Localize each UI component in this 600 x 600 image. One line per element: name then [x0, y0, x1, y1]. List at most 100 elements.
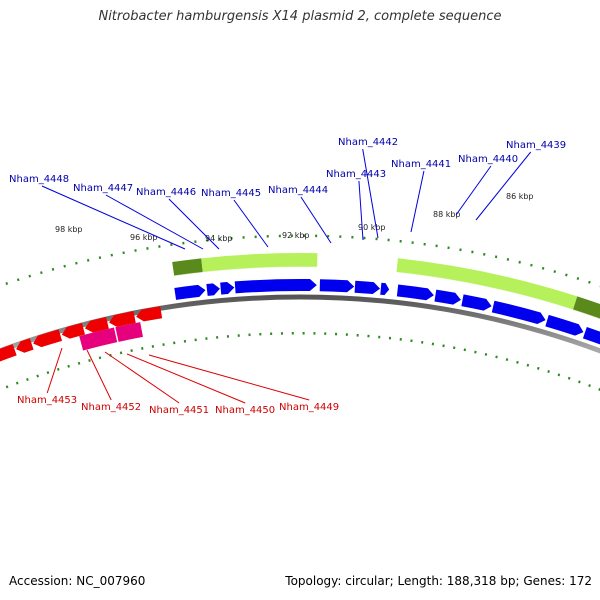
tick-mark: [26, 377, 29, 381]
gene-label-forward: Nham_4443: [326, 169, 386, 180]
kbp-label: 86 kbp: [506, 192, 534, 201]
cds-arrow-reverse: [16, 338, 34, 353]
cds-arrow-reverse: [33, 329, 63, 348]
cds-arrow-reverse: [84, 317, 109, 333]
feature-band: [115, 322, 143, 342]
cds-arrow-reverse: [136, 306, 163, 322]
cds-arrow-forward: [461, 294, 492, 311]
cds-arrow-reverse: [108, 311, 136, 327]
cds-arrow-reverse: [0, 344, 17, 362]
leader-line-forward: [410, 170, 425, 233]
reverse-gene-track: [0, 306, 163, 362]
gene-label-leaders: [41, 148, 532, 404]
cds-arrow-forward: [220, 282, 235, 295]
gene-label-forward: Nham_4448: [9, 174, 69, 185]
gene-label-forward: Nham_4441: [391, 159, 451, 170]
tick-mark: [495, 355, 498, 359]
gene-label-reverse: Nham_4453: [17, 395, 77, 406]
tick-mark: [40, 271, 43, 275]
tick-mark: [28, 274, 32, 278]
kbp-label: 90 kbp: [358, 223, 386, 232]
tick-mark: [119, 351, 123, 355]
tick-mark: [553, 270, 557, 274]
tick-mark: [86, 258, 90, 262]
tick-mark: [518, 260, 521, 264]
inner-tick-ring: [5, 332, 600, 391]
gene-label-forward: Nham_4439: [506, 140, 566, 151]
tick-mark: [75, 261, 78, 265]
gene-label-reverse: Nham_4451: [149, 405, 209, 416]
tick-mark: [51, 267, 55, 271]
leader-line-forward: [475, 151, 532, 221]
feature-band: [172, 258, 203, 276]
outer-tick-ring: [5, 234, 600, 288]
leader-line-forward: [41, 185, 186, 250]
topology-text: Topology: circular; Length: 188,318 bp; …: [285, 574, 592, 588]
cds-arrow-forward: [380, 282, 390, 296]
plasmid-backbone: [0, 294, 600, 354]
feature-highlight: [174, 266, 318, 278]
feature-band: [79, 327, 118, 351]
cds-arrow-forward: [491, 300, 546, 325]
kbp-label: 94 kbp: [205, 234, 233, 243]
backbone-arc: [0, 294, 600, 354]
tick-mark: [505, 358, 509, 362]
leader-line-reverse: [148, 354, 310, 401]
tick-mark: [98, 256, 102, 260]
tick-mark: [530, 263, 533, 267]
leader-line-reverse: [86, 349, 112, 401]
tick-mark: [110, 253, 114, 257]
gene-label-forward: Nham_4447: [73, 183, 133, 194]
feature-band: [201, 253, 318, 273]
tick-mark: [526, 363, 530, 367]
cds-arrow-reverse: [61, 322, 85, 339]
gene-label-forward: Nham_4440: [458, 154, 518, 165]
tick-mark: [5, 282, 9, 286]
gene-label-forward: Nham_4442: [338, 137, 398, 148]
tick-mark: [484, 352, 488, 356]
gene-label-reverse: Nham_4450: [215, 405, 275, 416]
forward-gene-track: [174, 279, 600, 345]
feature-track: [79, 253, 600, 351]
gene-label-forward: Nham_4446: [136, 187, 196, 198]
gene-label-forward: Nham_4445: [201, 188, 261, 199]
tick-mark: [67, 364, 70, 368]
accession-text: Accession: NC_007960: [9, 574, 146, 588]
tick-mark: [565, 273, 568, 277]
tick-mark: [98, 356, 102, 360]
cds-arrow-forward: [319, 279, 355, 293]
kbp-label: 98 kbp: [55, 225, 83, 234]
leader-line-forward: [168, 198, 220, 250]
tick-mark: [77, 361, 81, 365]
tick-mark: [5, 385, 9, 389]
cds-arrow-forward: [174, 284, 206, 300]
leader-line-forward: [233, 199, 269, 248]
cds-arrow-forward: [354, 280, 381, 295]
cds-arrow-forward: [396, 284, 434, 301]
gene-label-reverse: Nham_4452: [81, 402, 141, 413]
tick-mark: [506, 257, 510, 261]
tick-mark: [541, 266, 545, 270]
cds-arrow-forward: [206, 283, 220, 296]
tick-mark: [36, 374, 40, 378]
tick-mark: [536, 366, 540, 370]
tick-mark: [547, 370, 550, 374]
cds-arrow-forward: [234, 279, 317, 294]
feature-band: [572, 296, 600, 319]
gene-labels: Nham_4448 Nham_4447 Nham_4446 Nham_4445 Nham…: [9, 137, 566, 416]
leader-line-forward: [455, 165, 492, 216]
kbp-scale-labels: 98 kbp 96 kbp 94 kbp 92 kbp 90 kbp 88 kbp 86 k…: [55, 192, 534, 243]
leader-line-reverse: [46, 347, 63, 394]
tick-mark: [63, 264, 66, 268]
kbp-label: 92 kbp: [282, 231, 310, 240]
feature-band: [396, 258, 578, 310]
tick-mark: [46, 371, 50, 375]
tick-mark: [130, 349, 133, 353]
tick-mark: [474, 350, 477, 354]
leader-line-forward: [300, 196, 332, 244]
tick-mark: [588, 280, 591, 284]
gene-label-forward: Nham_4444: [268, 185, 328, 196]
kbp-label: 96 kbp: [130, 233, 158, 242]
tick-mark: [56, 367, 60, 371]
